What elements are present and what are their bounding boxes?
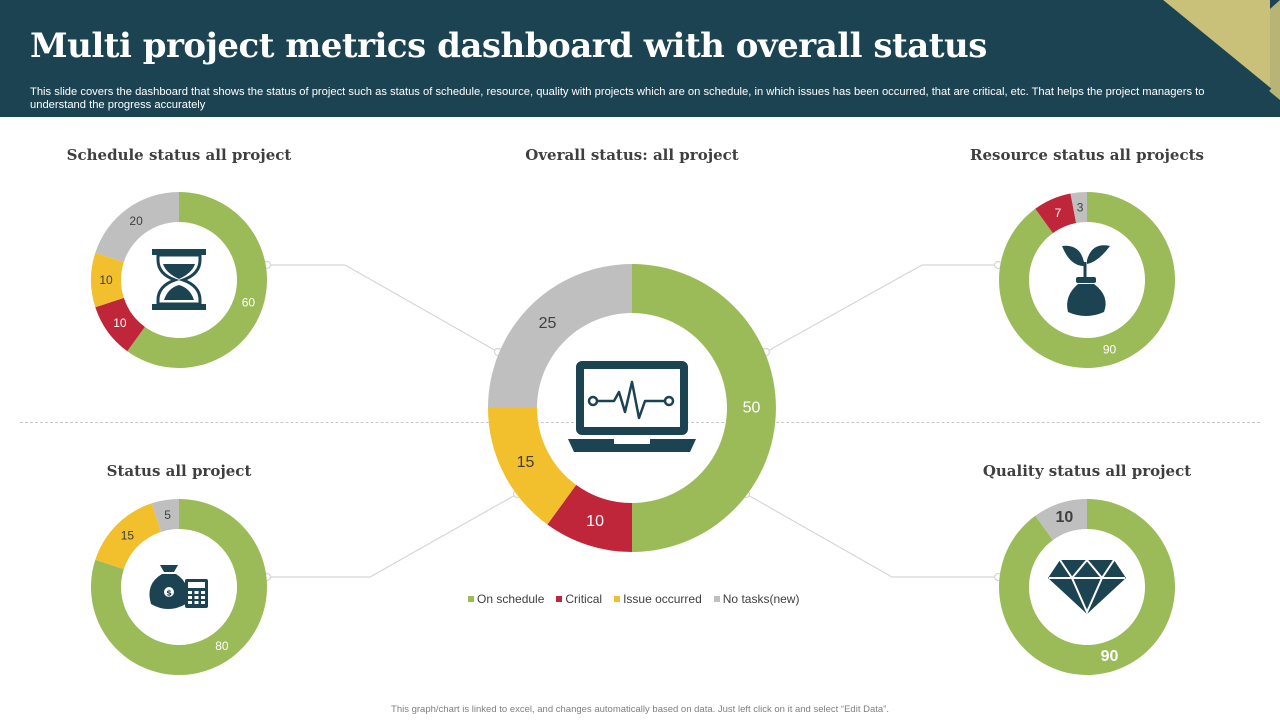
legend-label: On schedule [477, 592, 545, 606]
overall-data-label-no-tasks-new: 25 [539, 315, 557, 332]
resource-slice-on-schedule [998, 192, 1176, 368]
status-data-label-no-tasks-new: 5 [164, 508, 171, 522]
quality-data-label-on-schedule: 90 [1101, 648, 1119, 665]
overall-chart-title: Overall status: all project [525, 146, 739, 164]
overall-data-label-critical: 10 [586, 513, 604, 530]
corner-decoration [1160, 0, 1280, 100]
overall-data-label-issue-occurred: 15 [517, 454, 535, 471]
footer-note: This graph/chart is linked to excel, and… [391, 704, 889, 715]
status-data-label-issue-occurred: 15 [121, 528, 135, 542]
legend-item-on-schedule: On schedule [468, 592, 544, 606]
schedule-data-label-no-tasks-new: 20 [129, 214, 143, 228]
schedule-chart-title: Schedule status all project [66, 146, 292, 164]
legend-swatch [556, 596, 563, 602]
schedule-data-label-on-schedule: 60 [242, 296, 256, 310]
resource-data-label-no-tasks-new: 3 [1077, 200, 1084, 214]
schedule-slice-no-tasks-new [95, 192, 179, 263]
schedule-slice-on-schedule [127, 192, 268, 368]
resource-chart-title: Resource status all projects [970, 146, 1204, 164]
page-subtitle: This slide covers the dashboard that sho… [30, 86, 1205, 111]
diamond-icon [1048, 558, 1126, 615]
money-bag-calculator-icon: $ [149, 565, 208, 609]
quality-slice-no-tasks-new [1035, 499, 1087, 541]
quality-chart-title: Quality status all project [982, 462, 1192, 480]
connector-status [267, 493, 518, 578]
overall-slice-on-schedule [632, 264, 776, 552]
status-data-label-on-schedule: 80 [215, 639, 229, 653]
legend-swatch [713, 596, 720, 602]
status-slice-on-schedule [91, 499, 268, 676]
legend-item-no-tasks: No tasks(new) [713, 592, 800, 606]
resource-data-label-critical: 7 [1055, 206, 1062, 220]
quality-data-label-no-tasks-new: 10 [1056, 509, 1074, 526]
legend-swatch [614, 596, 621, 602]
quality-slice-on-schedule [998, 499, 1176, 675]
legend-item-critical: Critical [556, 592, 602, 606]
schedule-data-label-issue-occurred: 10 [99, 273, 113, 287]
header-banner: Multi project metrics dashboard with ove… [0, 0, 1280, 117]
svg-text:$: $ [166, 589, 172, 598]
connector-schedule [267, 264, 499, 353]
legend-label: Critical [565, 592, 603, 606]
money-plant-icon [1062, 245, 1110, 316]
legend-item-issue-occurred: Issue occurred [614, 592, 702, 606]
resource-slice-critical [1035, 193, 1077, 234]
overall-data-label-on-schedule: 50 [743, 400, 761, 417]
schedule-slice-critical [95, 297, 145, 352]
resource-data-label-on-schedule: 90 [1103, 342, 1117, 356]
connector-quality [745, 493, 998, 578]
resource-slice-no-tasks-new [1070, 192, 1087, 224]
connector-resource [765, 264, 998, 353]
page-title: Multi project metrics dashboard with ove… [30, 26, 987, 66]
schedule-data-label-critical: 10 [113, 316, 127, 330]
legend-swatch [468, 596, 474, 602]
schedule-slice-issue-occurred [91, 252, 124, 308]
overall-slice-critical [547, 484, 632, 552]
legend-label: Issue occurred [623, 592, 702, 606]
legend-label: No tasks(new) [722, 592, 800, 606]
chart-legend: On schedule Critical Issue occurred No t… [468, 592, 799, 606]
hourglass-icon [152, 249, 206, 310]
overall-slice-issue-occurred [488, 408, 577, 525]
overall-slice-no-tasks-new [488, 264, 632, 408]
status-chart-title: Status all project [106, 462, 252, 480]
status-slice-issue-occurred [95, 503, 162, 570]
laptop-heartbeat-icon [568, 361, 696, 452]
status-slice-no-tasks-new [151, 499, 179, 532]
